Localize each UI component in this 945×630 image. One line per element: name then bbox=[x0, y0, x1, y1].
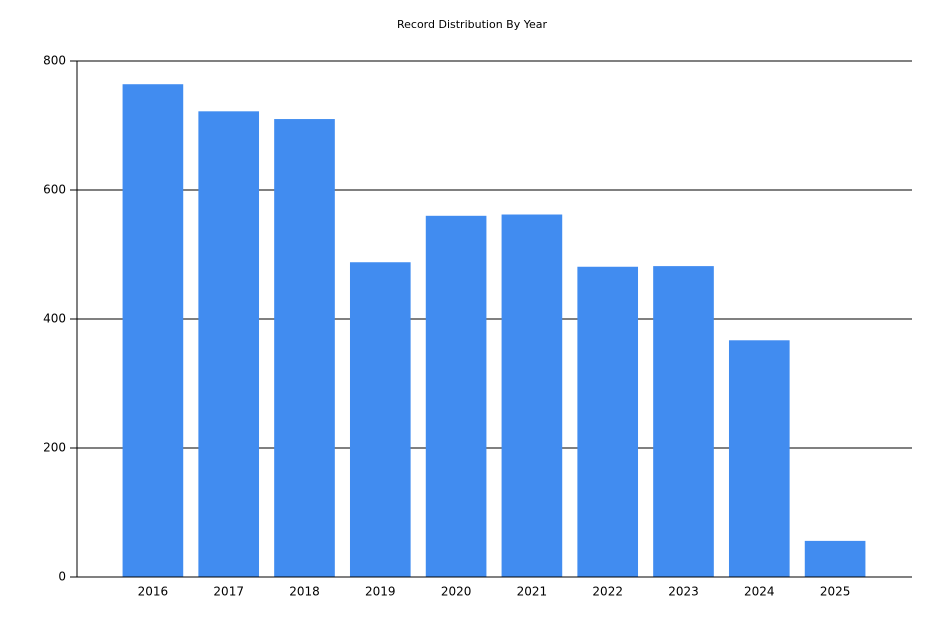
bar bbox=[425, 215, 487, 578]
x-tick-label: 2020 bbox=[441, 585, 472, 599]
bar bbox=[653, 266, 714, 577]
bar bbox=[349, 262, 411, 577]
bar bbox=[274, 119, 335, 578]
bar bbox=[198, 111, 260, 577]
x-tick-label: 2023 bbox=[668, 585, 699, 599]
y-tick-label: 400 bbox=[43, 312, 66, 326]
bar bbox=[577, 266, 639, 577]
x-tick-label: 2025 bbox=[820, 585, 851, 599]
bar bbox=[804, 540, 866, 577]
y-tick-label: 800 bbox=[43, 54, 66, 68]
bar bbox=[728, 340, 790, 577]
x-tick-label: 2016 bbox=[138, 585, 169, 599]
x-tick-label: 2021 bbox=[517, 585, 548, 599]
y-tick-label: 600 bbox=[43, 183, 66, 197]
x-tick-label: 2017 bbox=[213, 585, 244, 599]
chart-title: Record Distribution By Year bbox=[397, 18, 547, 31]
x-tick-label: 2019 bbox=[365, 585, 396, 599]
bar bbox=[501, 214, 563, 577]
x-tick-label: 2024 bbox=[744, 585, 775, 599]
bar bbox=[122, 84, 184, 577]
x-tick-label: 2018 bbox=[289, 585, 320, 599]
y-tick-label: 0 bbox=[58, 570, 66, 584]
x-tick-label: 2022 bbox=[592, 585, 623, 599]
y-tick-label: 200 bbox=[43, 441, 66, 455]
